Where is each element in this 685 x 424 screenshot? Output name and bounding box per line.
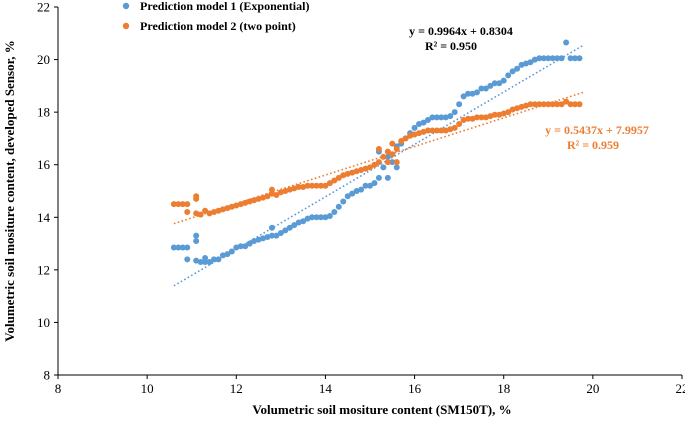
y-tick-label: 12: [37, 262, 50, 277]
point-model-1: [340, 199, 346, 205]
point-model-2: [389, 141, 395, 147]
point-model-1: [184, 256, 190, 262]
x-tick-label: 20: [586, 381, 599, 396]
point-model-1: [269, 225, 275, 231]
point-model-1: [385, 175, 391, 181]
r2-model-1: R² = 0.950: [425, 39, 477, 53]
point-model-1: [331, 209, 337, 215]
x-tick-label: 12: [230, 381, 243, 396]
x-tick-label: 14: [319, 381, 333, 396]
legend-marker-model-1: [123, 3, 129, 9]
point-model-2: [394, 146, 400, 152]
data-points: [171, 39, 583, 264]
x-tick-label: 8: [55, 381, 62, 396]
x-tick-label: 16: [408, 381, 422, 396]
y-tick-label: 22: [37, 0, 50, 15]
point-model-2: [380, 154, 386, 160]
x-tick-label: 22: [676, 381, 685, 396]
point-model-1: [576, 55, 582, 61]
legend-label-model-1: Prediction model 1 (Exponential): [140, 0, 309, 13]
y-tick-label: 18: [37, 105, 50, 120]
y-axis-title: Volumetric soil mositure content, develo…: [2, 40, 17, 341]
point-model-1: [563, 39, 569, 45]
r2-model-2: R² = 0.959: [567, 138, 619, 152]
x-tick-label: 10: [141, 381, 154, 396]
axes: [58, 7, 682, 375]
point-model-1: [452, 109, 458, 115]
point-model-1: [380, 164, 386, 170]
x-axis-title: Volumetric soil mositure content (SM150T…: [252, 402, 511, 417]
point-model-2: [376, 146, 382, 152]
point-model-2: [184, 209, 190, 215]
point-model-1: [193, 233, 199, 239]
point-model-2: [389, 151, 395, 157]
point-model-1: [394, 164, 400, 170]
equation-model-1: y = 0.9964x + 0.8304: [409, 24, 513, 38]
y-tick-label: 8: [44, 368, 51, 383]
point-model-1: [559, 55, 565, 61]
point-model-2: [376, 159, 382, 165]
point-model-2: [385, 159, 391, 165]
point-model-1: [456, 101, 462, 107]
equation-model-2: y = 0.5437x + 7.9957: [545, 123, 649, 137]
point-model-2: [193, 193, 199, 199]
point-model-1: [371, 180, 377, 186]
legend-label-model-2: Prediction model 2 (two point): [140, 19, 296, 33]
point-model-1: [184, 245, 190, 251]
point-model-1: [376, 175, 382, 181]
tick-labels: 8 10 12 14 16 18 20 22 8 10 12 14 16 18 20 22: [37, 0, 685, 396]
point-model-2: [184, 201, 190, 207]
point-model-1: [501, 78, 507, 84]
point-model-2: [394, 159, 400, 165]
x-tick-label: 18: [497, 381, 510, 396]
y-tick-label: 20: [37, 52, 50, 67]
point-model-1: [193, 238, 199, 244]
legend-marker-model-2: [123, 23, 129, 29]
legend: Prediction model 1 (Exponential) Predict…: [123, 0, 310, 33]
y-tick-label: 10: [37, 315, 50, 330]
point-model-1: [336, 204, 342, 210]
point-model-2: [576, 101, 582, 107]
y-tick-label: 16: [37, 157, 51, 172]
point-model-2: [269, 187, 275, 193]
y-tick-label: 14: [37, 210, 51, 225]
